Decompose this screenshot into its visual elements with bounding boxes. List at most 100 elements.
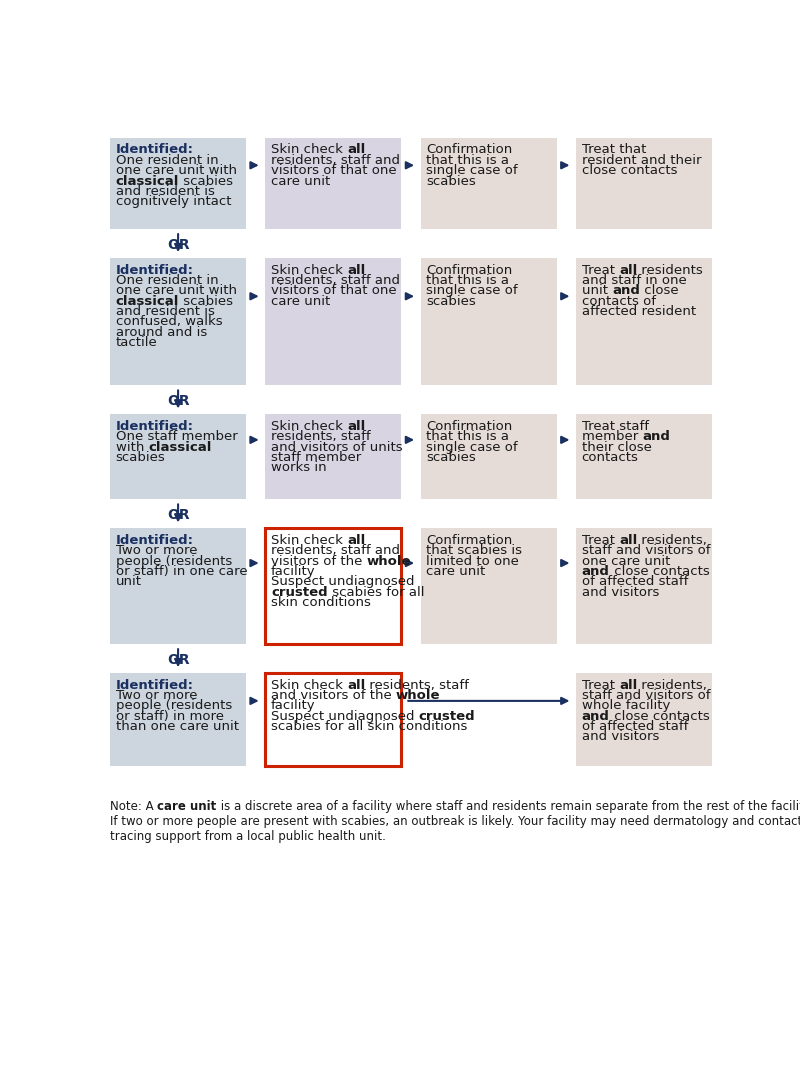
Text: contacts of: contacts of bbox=[582, 294, 656, 307]
Text: Suspect undiagnosed: Suspect undiagnosed bbox=[271, 576, 414, 589]
Text: all: all bbox=[347, 679, 366, 692]
Text: Skin check: Skin check bbox=[271, 534, 347, 546]
Text: Note: A: Note: A bbox=[110, 800, 158, 813]
Text: confused, walks: confused, walks bbox=[115, 315, 222, 328]
Text: all: all bbox=[347, 534, 366, 546]
Text: staff and visitors of: staff and visitors of bbox=[582, 544, 710, 557]
Text: One staff member: One staff member bbox=[115, 430, 238, 443]
Text: or staff) in one care: or staff) in one care bbox=[115, 565, 247, 578]
Bar bbox=[266, 415, 402, 500]
Text: single case of: single case of bbox=[426, 441, 518, 454]
Text: and: and bbox=[582, 710, 610, 722]
Text: and visitors of the: and visitors of the bbox=[271, 689, 396, 702]
Bar bbox=[421, 415, 557, 500]
Text: of affected staff: of affected staff bbox=[582, 576, 688, 589]
Text: residents,: residents, bbox=[637, 534, 707, 546]
Text: that this is a: that this is a bbox=[426, 430, 510, 443]
Text: Suspect undiagnosed: Suspect undiagnosed bbox=[271, 710, 418, 722]
Text: that this is a: that this is a bbox=[426, 274, 510, 287]
Text: and resident is: and resident is bbox=[115, 305, 214, 318]
Bar bbox=[110, 138, 246, 229]
Bar bbox=[266, 258, 402, 386]
Text: than one care unit: than one care unit bbox=[115, 720, 238, 733]
Text: and: and bbox=[612, 285, 640, 298]
Text: Confirmation: Confirmation bbox=[426, 534, 513, 546]
Text: visitors of that one: visitors of that one bbox=[271, 285, 397, 298]
Bar bbox=[110, 529, 246, 644]
Text: one care unit: one care unit bbox=[582, 555, 670, 568]
Text: single case of: single case of bbox=[426, 285, 518, 298]
Text: their close: their close bbox=[582, 441, 651, 454]
Bar bbox=[421, 138, 557, 229]
Text: affected resident: affected resident bbox=[582, 305, 696, 318]
Text: Treat: Treat bbox=[582, 679, 619, 692]
Text: residents, staff and: residents, staff and bbox=[271, 274, 400, 287]
Text: that this is a: that this is a bbox=[426, 154, 510, 167]
Text: scabies: scabies bbox=[179, 175, 233, 188]
Text: tactile: tactile bbox=[115, 337, 158, 350]
Text: scabies for all: scabies for all bbox=[327, 585, 424, 598]
Text: is a discrete area of a facility where staff and residents remain separate from : is a discrete area of a facility where s… bbox=[217, 800, 800, 813]
Text: Two or more: Two or more bbox=[115, 689, 197, 702]
Text: limited to one: limited to one bbox=[426, 555, 519, 568]
Text: Confirmation: Confirmation bbox=[426, 420, 513, 433]
Text: scabies: scabies bbox=[426, 451, 476, 464]
Text: visitors of that one: visitors of that one bbox=[271, 164, 397, 177]
Text: crusted: crusted bbox=[271, 585, 327, 598]
Text: close contacts: close contacts bbox=[582, 164, 677, 177]
Text: one care unit with: one care unit with bbox=[115, 285, 237, 298]
Text: Treat: Treat bbox=[582, 534, 619, 546]
Text: Confirmation: Confirmation bbox=[426, 143, 513, 156]
Text: people (residents: people (residents bbox=[115, 555, 232, 568]
Text: residents, staff and: residents, staff and bbox=[271, 154, 400, 167]
Text: and visitors of units: and visitors of units bbox=[271, 441, 402, 454]
Text: scabies: scabies bbox=[179, 294, 233, 307]
Text: all: all bbox=[619, 679, 637, 692]
Text: cognitively intact: cognitively intact bbox=[115, 195, 231, 209]
Text: whole: whole bbox=[396, 689, 440, 702]
Bar bbox=[421, 258, 557, 386]
Text: facility: facility bbox=[271, 565, 315, 578]
Text: skin conditions: skin conditions bbox=[271, 596, 370, 609]
Text: scabies for all skin conditions: scabies for all skin conditions bbox=[271, 720, 467, 733]
Bar bbox=[110, 673, 246, 766]
Text: Identified:: Identified: bbox=[115, 264, 194, 277]
Text: classical: classical bbox=[148, 441, 211, 454]
Text: works in: works in bbox=[271, 462, 326, 475]
Text: Skin check: Skin check bbox=[271, 143, 347, 156]
Text: residents,: residents, bbox=[637, 679, 707, 692]
Text: classical: classical bbox=[115, 175, 179, 188]
Text: all: all bbox=[347, 264, 366, 277]
Text: care unit: care unit bbox=[271, 294, 330, 307]
Text: One resident in: One resident in bbox=[115, 154, 218, 167]
Text: residents, staff: residents, staff bbox=[366, 679, 469, 692]
Text: scabies: scabies bbox=[426, 175, 476, 188]
Text: and resident is: and resident is bbox=[115, 185, 214, 198]
Text: OR: OR bbox=[166, 508, 190, 522]
Text: of affected staff: of affected staff bbox=[582, 720, 688, 733]
Text: with: with bbox=[115, 441, 148, 454]
Text: all: all bbox=[619, 264, 637, 277]
Text: Two or more: Two or more bbox=[115, 544, 197, 557]
Text: Treat that: Treat that bbox=[582, 143, 646, 156]
Text: and: and bbox=[642, 430, 670, 443]
Text: Identified:: Identified: bbox=[115, 679, 194, 692]
Bar bbox=[576, 673, 712, 766]
Text: care unit: care unit bbox=[158, 800, 217, 813]
Text: close contacts: close contacts bbox=[610, 710, 710, 722]
Text: residents, staff and: residents, staff and bbox=[271, 544, 400, 557]
Text: scabies: scabies bbox=[426, 294, 476, 307]
Text: Skin check: Skin check bbox=[271, 264, 347, 277]
Text: member: member bbox=[582, 430, 642, 443]
Text: Identified:: Identified: bbox=[115, 420, 194, 433]
Text: resident and their: resident and their bbox=[582, 154, 701, 167]
Text: staff and visitors of: staff and visitors of bbox=[582, 689, 710, 702]
Text: Skin check: Skin check bbox=[271, 679, 347, 692]
Text: all: all bbox=[347, 143, 366, 156]
Bar bbox=[266, 673, 402, 766]
Bar bbox=[576, 258, 712, 386]
Bar bbox=[266, 138, 402, 229]
Bar bbox=[110, 415, 246, 500]
Text: or staff) in more: or staff) in more bbox=[115, 710, 223, 722]
Text: Confirmation: Confirmation bbox=[426, 264, 513, 277]
